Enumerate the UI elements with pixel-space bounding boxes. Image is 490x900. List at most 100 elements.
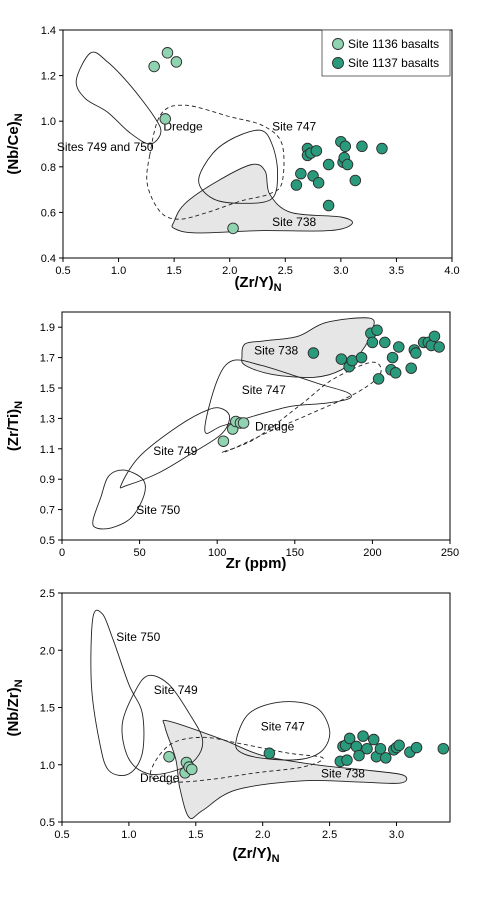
data-point-site1137	[374, 742, 387, 755]
x-tick-label: 3.0	[389, 829, 404, 841]
x-tick-label: 1.5	[188, 829, 203, 841]
data-point-site1137	[355, 351, 368, 364]
data-point-site1137	[341, 158, 354, 171]
field-label: Sites 749 and 750	[57, 140, 154, 154]
data-point-site1137	[366, 336, 379, 349]
plot-frame	[61, 311, 451, 541]
field-label: Dredge	[255, 420, 295, 434]
data-point-site1137	[386, 351, 399, 364]
x-axis-title: (Zr/Y)N	[232, 845, 279, 865]
y-tick-label: 2.5	[40, 588, 55, 600]
y-tick-label: 1.4	[41, 25, 56, 37]
data-point-site1136	[170, 56, 183, 68]
data-point-site1137	[379, 336, 391, 349]
legend-label-site1137: Site 1137 basalts	[348, 56, 439, 70]
x-tick-label: 200	[363, 547, 381, 559]
data-point-site1137	[372, 373, 385, 385]
y-tick-label: 0.4	[41, 253, 56, 265]
data-point-site1137	[263, 747, 276, 760]
data-point-site1137	[335, 353, 348, 365]
y-axis-title: (Zr/Ti)N	[5, 401, 25, 451]
x-tick-label: 1.0	[111, 265, 126, 277]
data-point-site1137	[380, 752, 392, 764]
data-point-site1136	[161, 47, 174, 59]
field-site-749	[121, 674, 204, 775]
field-label: Site 749	[153, 444, 197, 458]
panel-nb-ce-vs-zr-y: Sites 749 and 750 Dredge Site 747 Site 738 0…	[5, 25, 460, 294]
x-tick-label: 4.0	[444, 265, 459, 277]
data-point-site1136	[217, 435, 230, 447]
data-point-site1137	[405, 362, 417, 374]
data-point-site1137	[371, 324, 383, 336]
field-site-747	[198, 129, 278, 204]
data-point-site1137	[410, 741, 423, 754]
data-point-site1137	[353, 749, 365, 762]
x-tick-label: 250	[441, 547, 459, 559]
data-point-site1137	[307, 347, 320, 359]
x-tick-label: 0.5	[55, 265, 70, 277]
field-label: Site 747	[242, 383, 286, 397]
y-tick-label: 1.5	[40, 383, 55, 395]
plot-frame	[61, 592, 451, 823]
data-point-site1137	[322, 158, 335, 171]
data-point-site1137	[376, 142, 388, 155]
x-tick-label: 100	[208, 547, 226, 559]
data-point-site1137	[290, 179, 303, 191]
field-label: Site 738	[321, 766, 365, 780]
x-tick-label: 0	[59, 547, 65, 559]
field-label: Site 747	[261, 719, 305, 733]
field-dredge	[149, 736, 324, 783]
plot-frame	[62, 29, 453, 259]
field-site-750	[90, 609, 145, 776]
field-label: Site 747	[272, 119, 316, 133]
field-label: Dredge	[163, 119, 203, 133]
legend-box	[321, 29, 451, 77]
field-label: Dredge	[140, 771, 180, 785]
data-point-site1137	[389, 367, 402, 379]
field-label: Site 749	[154, 683, 198, 697]
y-axis-title: (Nb/Ce)N	[5, 113, 25, 174]
y-tick-label: 0.6	[41, 207, 56, 219]
data-point-site1137	[356, 140, 368, 153]
data-point-site1137	[295, 167, 307, 180]
x-tick-label: 3.0	[333, 265, 348, 277]
data-point-site1137	[343, 732, 356, 745]
field-label: Site 738	[272, 215, 316, 229]
y-tick-label: 2.0	[40, 645, 55, 657]
x-tick-label: 150	[286, 547, 304, 559]
field-site-738	[171, 163, 353, 234]
data-point-site1136	[163, 750, 175, 763]
y-tick-label: 0.9	[40, 474, 55, 486]
y-tick-label: 1.2	[41, 71, 56, 83]
data-point-site1136	[148, 60, 160, 73]
x-tick-label: 2.0	[255, 829, 270, 841]
y-tick-label: 0.7	[40, 505, 55, 517]
x-tick-label: 50	[133, 547, 145, 559]
y-tick-label: 1.5	[40, 703, 55, 715]
data-point-site1137	[428, 330, 441, 343]
y-tick-label: 1.3	[40, 413, 55, 425]
x-tick-label: 1.0	[121, 829, 136, 841]
field-site-747	[235, 701, 331, 761]
field-site-749	[119, 407, 231, 489]
x-tick-label: 2.0	[222, 265, 237, 277]
y-tick-label: 1.7	[40, 353, 55, 365]
x-tick-label: 2.5	[322, 829, 337, 841]
data-point-site1137	[341, 754, 353, 766]
data-point-site1137	[393, 341, 405, 353]
field-site-747	[204, 359, 352, 434]
data-point-site1137	[361, 742, 373, 755]
data-point-site1137	[367, 733, 380, 746]
x-tick-label: 3.5	[389, 265, 404, 277]
y-tick-label: 1.0	[40, 760, 55, 772]
y-tick-label: 0.8	[41, 162, 56, 174]
data-point-site1137	[310, 145, 323, 157]
x-tick-label: 0.5	[54, 829, 69, 841]
field-site-750	[92, 469, 146, 530]
y-tick-label: 1.9	[40, 322, 55, 334]
x-tick-label: 2.5	[278, 265, 293, 277]
legend: Site 1136 basalts Site 1137 basalts	[321, 29, 451, 77]
y-tick-label: 1.1	[40, 444, 55, 456]
panel-zr-ti-vs-zr: Site 738 Site 747 Dredge Site 749 Site 750 0 5…	[5, 311, 459, 572]
